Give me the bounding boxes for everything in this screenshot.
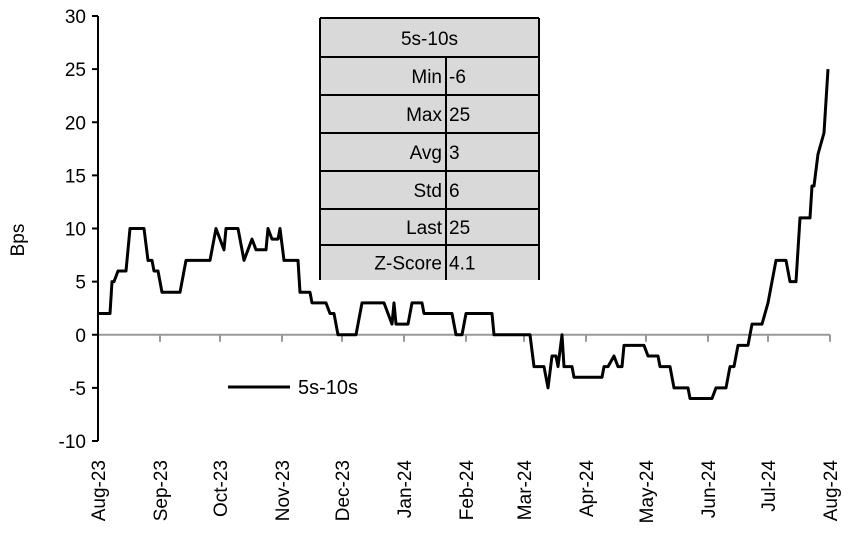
table-row-value: -6 — [449, 67, 466, 88]
x-tick-label: Mar-24 — [515, 460, 536, 521]
y-axis-ticks: 30 25 20 15 10 5 0 -5 -10 — [59, 7, 98, 453]
table-row-label: Avg — [410, 143, 442, 164]
table-row-label: Max — [406, 105, 442, 126]
x-tick-label: Jan-24 — [395, 460, 416, 519]
x-tick-label: Dec-23 — [333, 460, 354, 521]
y-axis-label: Bps — [8, 224, 29, 257]
legend: 5s-10s — [228, 377, 358, 399]
table-header: 5s-10s — [401, 29, 458, 50]
table-row-label: Min — [411, 67, 442, 88]
x-tick-label: May-24 — [637, 460, 658, 524]
x-tick-label: Feb-24 — [457, 460, 478, 521]
table-row-label: Z-Score — [374, 254, 442, 275]
x-tick-label: Aug-24 — [821, 460, 842, 522]
x-tick-label: Sep-23 — [151, 460, 172, 521]
y-tick-label: 25 — [65, 60, 86, 81]
x-tick-label: Apr-24 — [577, 460, 598, 517]
table-background — [320, 18, 539, 280]
stats-table: 5s-10s Min -6 Max 25 Avg 3 Std 6 Last 25 Z-Score 4.1 — [319, 17, 540, 280]
y-tick-label: -5 — [69, 379, 86, 400]
x-tick-label: Aug-23 — [89, 460, 110, 521]
y-tick-label: 10 — [65, 220, 86, 241]
y-tick-label: 15 — [65, 166, 86, 187]
y-tick-label: 20 — [65, 113, 86, 134]
table-row-value: 4.1 — [449, 254, 475, 275]
y-tick-label: 30 — [65, 7, 86, 28]
table-row-value: 25 — [449, 218, 470, 239]
x-tick-label: Jun-24 — [699, 460, 720, 519]
legend-label: 5s-10s — [298, 377, 358, 399]
y-tick-label: 5 — [75, 273, 86, 294]
table-row-label: Std — [413, 181, 442, 202]
series-line-5s-10s — [98, 69, 830, 400]
table-row-label: Last — [406, 218, 443, 239]
table-row-value: 3 — [449, 143, 460, 164]
x-tick-label: Nov-23 — [273, 460, 294, 521]
x-tick-label: Oct-23 — [211, 460, 232, 517]
x-axis-ticks: Aug-23 Sep-23 Oct-23 Nov-23 Dec-23 Jan-24 Feb-… — [89, 334, 842, 524]
table-row-value: 6 — [449, 181, 460, 202]
y-tick-label: -10 — [59, 432, 86, 453]
x-tick-label: Jul-24 — [759, 460, 780, 512]
table-row-value: 25 — [449, 105, 470, 126]
y-tick-label: 0 — [75, 326, 86, 347]
